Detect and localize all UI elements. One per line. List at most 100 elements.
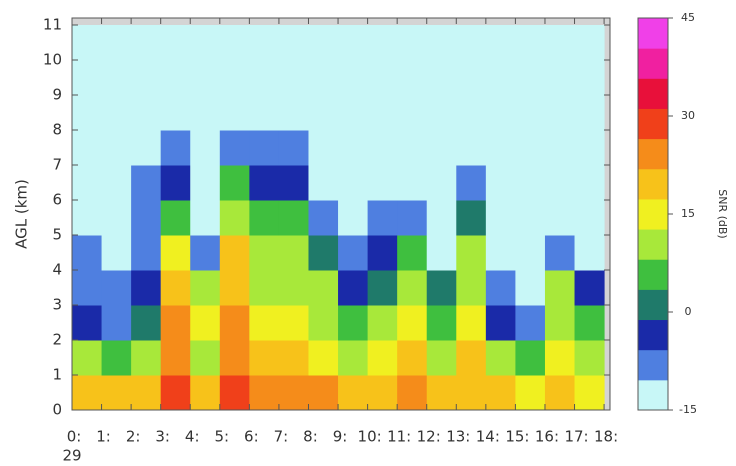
- colorbar-tick-label: 45: [681, 11, 695, 24]
- heat-cell: [397, 130, 428, 166]
- heat-cell: [249, 130, 280, 166]
- heat-cell: [101, 235, 132, 271]
- heat-cell: [308, 165, 339, 201]
- heat-cell: [101, 165, 132, 201]
- heat-cell: [515, 375, 546, 411]
- heat-cell: [367, 95, 398, 131]
- colorbar-swatch: [638, 198, 668, 230]
- heat-cell: [338, 270, 369, 306]
- heat-cell: [456, 165, 487, 201]
- heat-cell: [338, 375, 369, 411]
- heat-cell: [574, 235, 605, 271]
- heat-cell: [485, 340, 516, 376]
- heat-cell: [515, 95, 546, 131]
- heat-cell: [574, 60, 605, 96]
- heat-cell: [278, 235, 309, 271]
- heat-cell: [485, 375, 516, 411]
- heat-cell: [338, 200, 369, 236]
- heat-cell: [485, 95, 516, 131]
- heat-cell: [456, 305, 487, 341]
- heat-cell: [101, 305, 132, 341]
- x-tick-label: 14:: [476, 428, 500, 446]
- y-tick-label: 10: [43, 51, 62, 69]
- heat-cell: [574, 375, 605, 411]
- heat-cell: [219, 95, 250, 131]
- heat-cell: [160, 60, 191, 96]
- heat-cell: [131, 305, 162, 341]
- y-tick-label: 6: [52, 191, 62, 209]
- heat-cell: [397, 200, 428, 236]
- heat-cell: [160, 305, 191, 341]
- heat-cell: [515, 60, 546, 96]
- y-tick-label: 4: [52, 261, 62, 279]
- heat-cell: [72, 130, 103, 166]
- heat-cell: [219, 235, 250, 271]
- heat-cell: [72, 305, 103, 341]
- heat-cell: [101, 60, 132, 96]
- heat-cell: [544, 305, 576, 341]
- heat-cell: [574, 95, 605, 131]
- heat-cell: [485, 165, 516, 201]
- colorbar-swatch: [638, 138, 668, 170]
- heat-cell: [190, 165, 221, 201]
- heat-cell: [485, 305, 516, 341]
- y-tick-label: 2: [52, 331, 62, 349]
- heat-cell: [485, 25, 516, 61]
- heat-cell: [249, 235, 280, 271]
- heat-cell: [101, 95, 132, 131]
- heat-cell: [160, 340, 191, 376]
- heat-cell: [219, 305, 250, 341]
- heat-cell: [249, 340, 280, 376]
- heat-cell: [308, 60, 339, 96]
- heat-cell: [515, 340, 546, 376]
- heat-cell: [278, 95, 309, 131]
- x-tick-label: 8:: [303, 428, 318, 446]
- heat-cell: [160, 25, 191, 61]
- heat-cell: [574, 340, 605, 376]
- x-tick-label: 0:: [67, 428, 82, 446]
- heat-cell: [190, 130, 221, 166]
- heat-cell: [308, 130, 339, 166]
- heat-cell: [456, 235, 487, 271]
- heat-cell: [544, 130, 576, 166]
- heat-cell: [249, 270, 280, 306]
- heat-cell: [485, 235, 516, 271]
- heat-cell: [131, 60, 162, 96]
- heat-cell: [278, 270, 309, 306]
- heat-cell: [131, 25, 162, 61]
- heat-cell: [574, 200, 605, 236]
- heat-cell: [338, 95, 369, 131]
- heat-cell: [160, 270, 191, 306]
- heat-cell: [72, 165, 103, 201]
- heat-cell: [160, 375, 191, 411]
- heat-cell: [72, 235, 103, 271]
- heat-cell: [426, 270, 457, 306]
- heat-cell: [131, 235, 162, 271]
- heat-cell: [190, 305, 221, 341]
- x-tick-label: 12:: [417, 428, 441, 446]
- heat-cell: [367, 375, 398, 411]
- heat-cell: [397, 60, 428, 96]
- x-tick-label: 2:: [126, 428, 141, 446]
- heat-cell: [190, 200, 221, 236]
- heat-cell: [515, 25, 546, 61]
- heat-cell: [515, 200, 546, 236]
- heat-cell: [367, 305, 398, 341]
- heat-cell: [426, 95, 457, 131]
- heat-cell: [219, 340, 250, 376]
- heat-cell: [426, 235, 457, 271]
- x-tick-label: 11:: [387, 428, 411, 446]
- heat-cell: [544, 235, 576, 271]
- heat-cell: [131, 375, 162, 411]
- heat-cell: [397, 235, 428, 271]
- heat-cell: [338, 305, 369, 341]
- y-tick-label: 9: [52, 86, 62, 104]
- heat-cell: [131, 165, 162, 201]
- heat-cell: [397, 305, 428, 341]
- heat-cell: [249, 200, 280, 236]
- heat-cell: [219, 25, 250, 61]
- x-tick-label: 6:: [244, 428, 259, 446]
- colorbar-swatch: [638, 108, 668, 140]
- colorbar-swatch: [638, 259, 668, 290]
- heat-cell: [249, 60, 280, 96]
